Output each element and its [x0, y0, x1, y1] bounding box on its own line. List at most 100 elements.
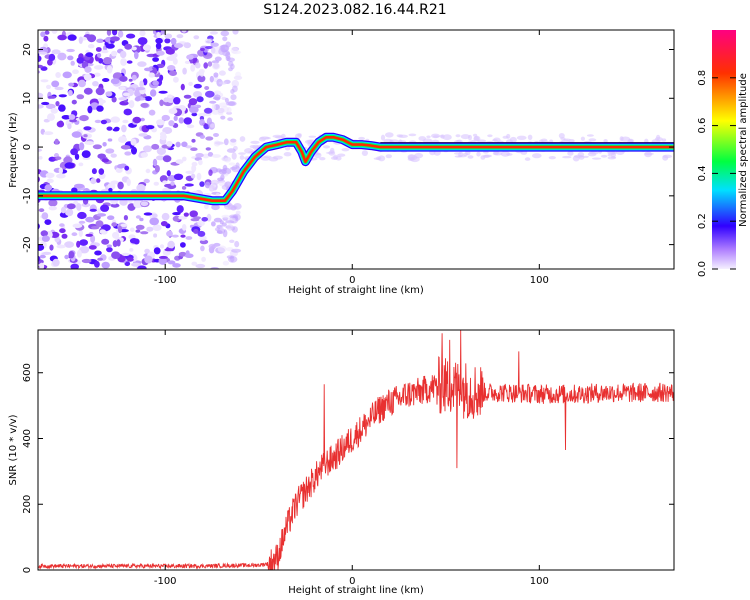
- heatmap-cell: [560, 137, 566, 140]
- heatmap-cell: [131, 74, 137, 81]
- heatmap-cell: [95, 47, 102, 52]
- heatmap-cell: [132, 116, 142, 124]
- heatmap-cell: [139, 80, 144, 89]
- heatmap-cell: [58, 94, 67, 98]
- heatmap-cell: [66, 48, 75, 53]
- heatmap-cell: [214, 90, 221, 95]
- heatmap-cell: [222, 36, 228, 42]
- heatmap-cell: [239, 155, 245, 160]
- heatmap-cell: [214, 94, 221, 101]
- heatmap-cell: [164, 183, 173, 188]
- heatmap-x-ticks: -100 0 100: [154, 30, 549, 286]
- heatmap-cell: [442, 134, 452, 141]
- heatmap-cell: [81, 202, 91, 208]
- heatmap-cell: [110, 78, 120, 85]
- heatmap-cell: [165, 48, 175, 55]
- heatmap-cell: [484, 154, 492, 158]
- heatmap-cell: [87, 34, 97, 43]
- heatmap-cell: [124, 261, 131, 267]
- heatmap-cell: [214, 56, 222, 62]
- heatmap-cell: [91, 226, 100, 230]
- heatmap-cell: [211, 109, 220, 115]
- heatmap-cell: [185, 236, 193, 240]
- ridge-band-3: [38, 136, 674, 202]
- heatmap-cell: [88, 245, 97, 250]
- heatmap-cell: [509, 136, 517, 143]
- snr-x-ticks: -100 0 100: [154, 330, 549, 587]
- heatmap-cell: [341, 148, 350, 152]
- heatmap-cell: [96, 105, 104, 112]
- heatmap-cell: [32, 32, 38, 36]
- heatmap-cell: [32, 183, 38, 188]
- heatmap-cell: [213, 72, 219, 78]
- heatmap-cell: [207, 61, 213, 67]
- heatmap-cell: [305, 139, 314, 144]
- heatmap-cell: [196, 172, 202, 181]
- heatmap-cell: [39, 262, 45, 269]
- heatmap-cell: [51, 49, 61, 55]
- heatmap-cell: [63, 156, 73, 165]
- heatmap-cell: [385, 132, 394, 138]
- heatmap-cell: [72, 69, 79, 74]
- heatmap-cell: [152, 57, 160, 62]
- heatmap-cell: [603, 139, 608, 143]
- heatmap-cell: [67, 123, 72, 130]
- heatmap-cell: [142, 78, 148, 86]
- heatmap-x-axis-label: Height of straight line (km): [288, 285, 424, 296]
- heatmap-cell: [103, 57, 112, 65]
- heatmap-cell: [140, 117, 145, 122]
- heatmap-cell: [38, 64, 44, 69]
- heatmap-cell: [217, 107, 225, 114]
- heatmap-cell: [89, 208, 98, 212]
- heatmap-cell: [207, 152, 214, 157]
- heatmap-cell: [218, 169, 227, 175]
- heatmap-cell: [385, 154, 392, 159]
- heatmap-cell: [548, 156, 556, 160]
- heatmap-cell: [213, 133, 219, 137]
- heatmap-cell: [38, 255, 41, 262]
- heatmap-cell: [587, 152, 597, 157]
- heatmap-cell: [158, 255, 168, 259]
- heatmap-cell: [38, 244, 45, 251]
- heatmap-cell: [83, 126, 92, 131]
- heatmap-cell: [162, 180, 168, 184]
- heatmap-cell: [193, 229, 199, 234]
- heatmap-cell: [476, 151, 481, 157]
- heatmap-cell: [199, 134, 206, 139]
- heatmap-cell: [231, 165, 241, 173]
- heatmap-cell: [183, 117, 192, 125]
- heatmap-cell: [43, 35, 49, 42]
- heatmap-cell: [140, 201, 149, 207]
- heatmap-cell: [203, 62, 208, 69]
- heatmap-cell: [111, 96, 117, 103]
- x-tick-label: 0: [349, 576, 355, 587]
- heatmap-cell: [493, 137, 501, 143]
- heatmap-cell: [110, 153, 117, 158]
- heatmap-cell: [175, 141, 181, 148]
- heatmap-cell: [121, 252, 130, 256]
- heatmap-cell: [69, 119, 78, 123]
- heatmap-cell: [38, 51, 48, 55]
- heatmap-cell: [106, 244, 113, 248]
- heatmap-cell: [620, 136, 631, 142]
- heatmap-cell: [155, 30, 162, 33]
- heatmap-cell: [244, 148, 254, 154]
- snr-series-line: [38, 330, 674, 570]
- heatmap-cell: [143, 145, 152, 153]
- heatmap-cell: [201, 217, 208, 222]
- heatmap-cell: [152, 80, 159, 86]
- heatmap-cell: [101, 238, 110, 245]
- heatmap-cell: [74, 153, 80, 160]
- heatmap-cell: [64, 254, 69, 260]
- heatmap-cell: [205, 46, 214, 49]
- heatmap-cell: [202, 153, 210, 159]
- heatmap-cell: [78, 36, 83, 44]
- heatmap-cell: [473, 133, 478, 137]
- heatmap-cell: [191, 161, 198, 167]
- heatmap-cell: [78, 220, 86, 224]
- heatmap-cell: [130, 227, 135, 232]
- heatmap-cell: [151, 213, 158, 218]
- heatmap-cell: [72, 223, 83, 229]
- heatmap-cell: [76, 94, 85, 100]
